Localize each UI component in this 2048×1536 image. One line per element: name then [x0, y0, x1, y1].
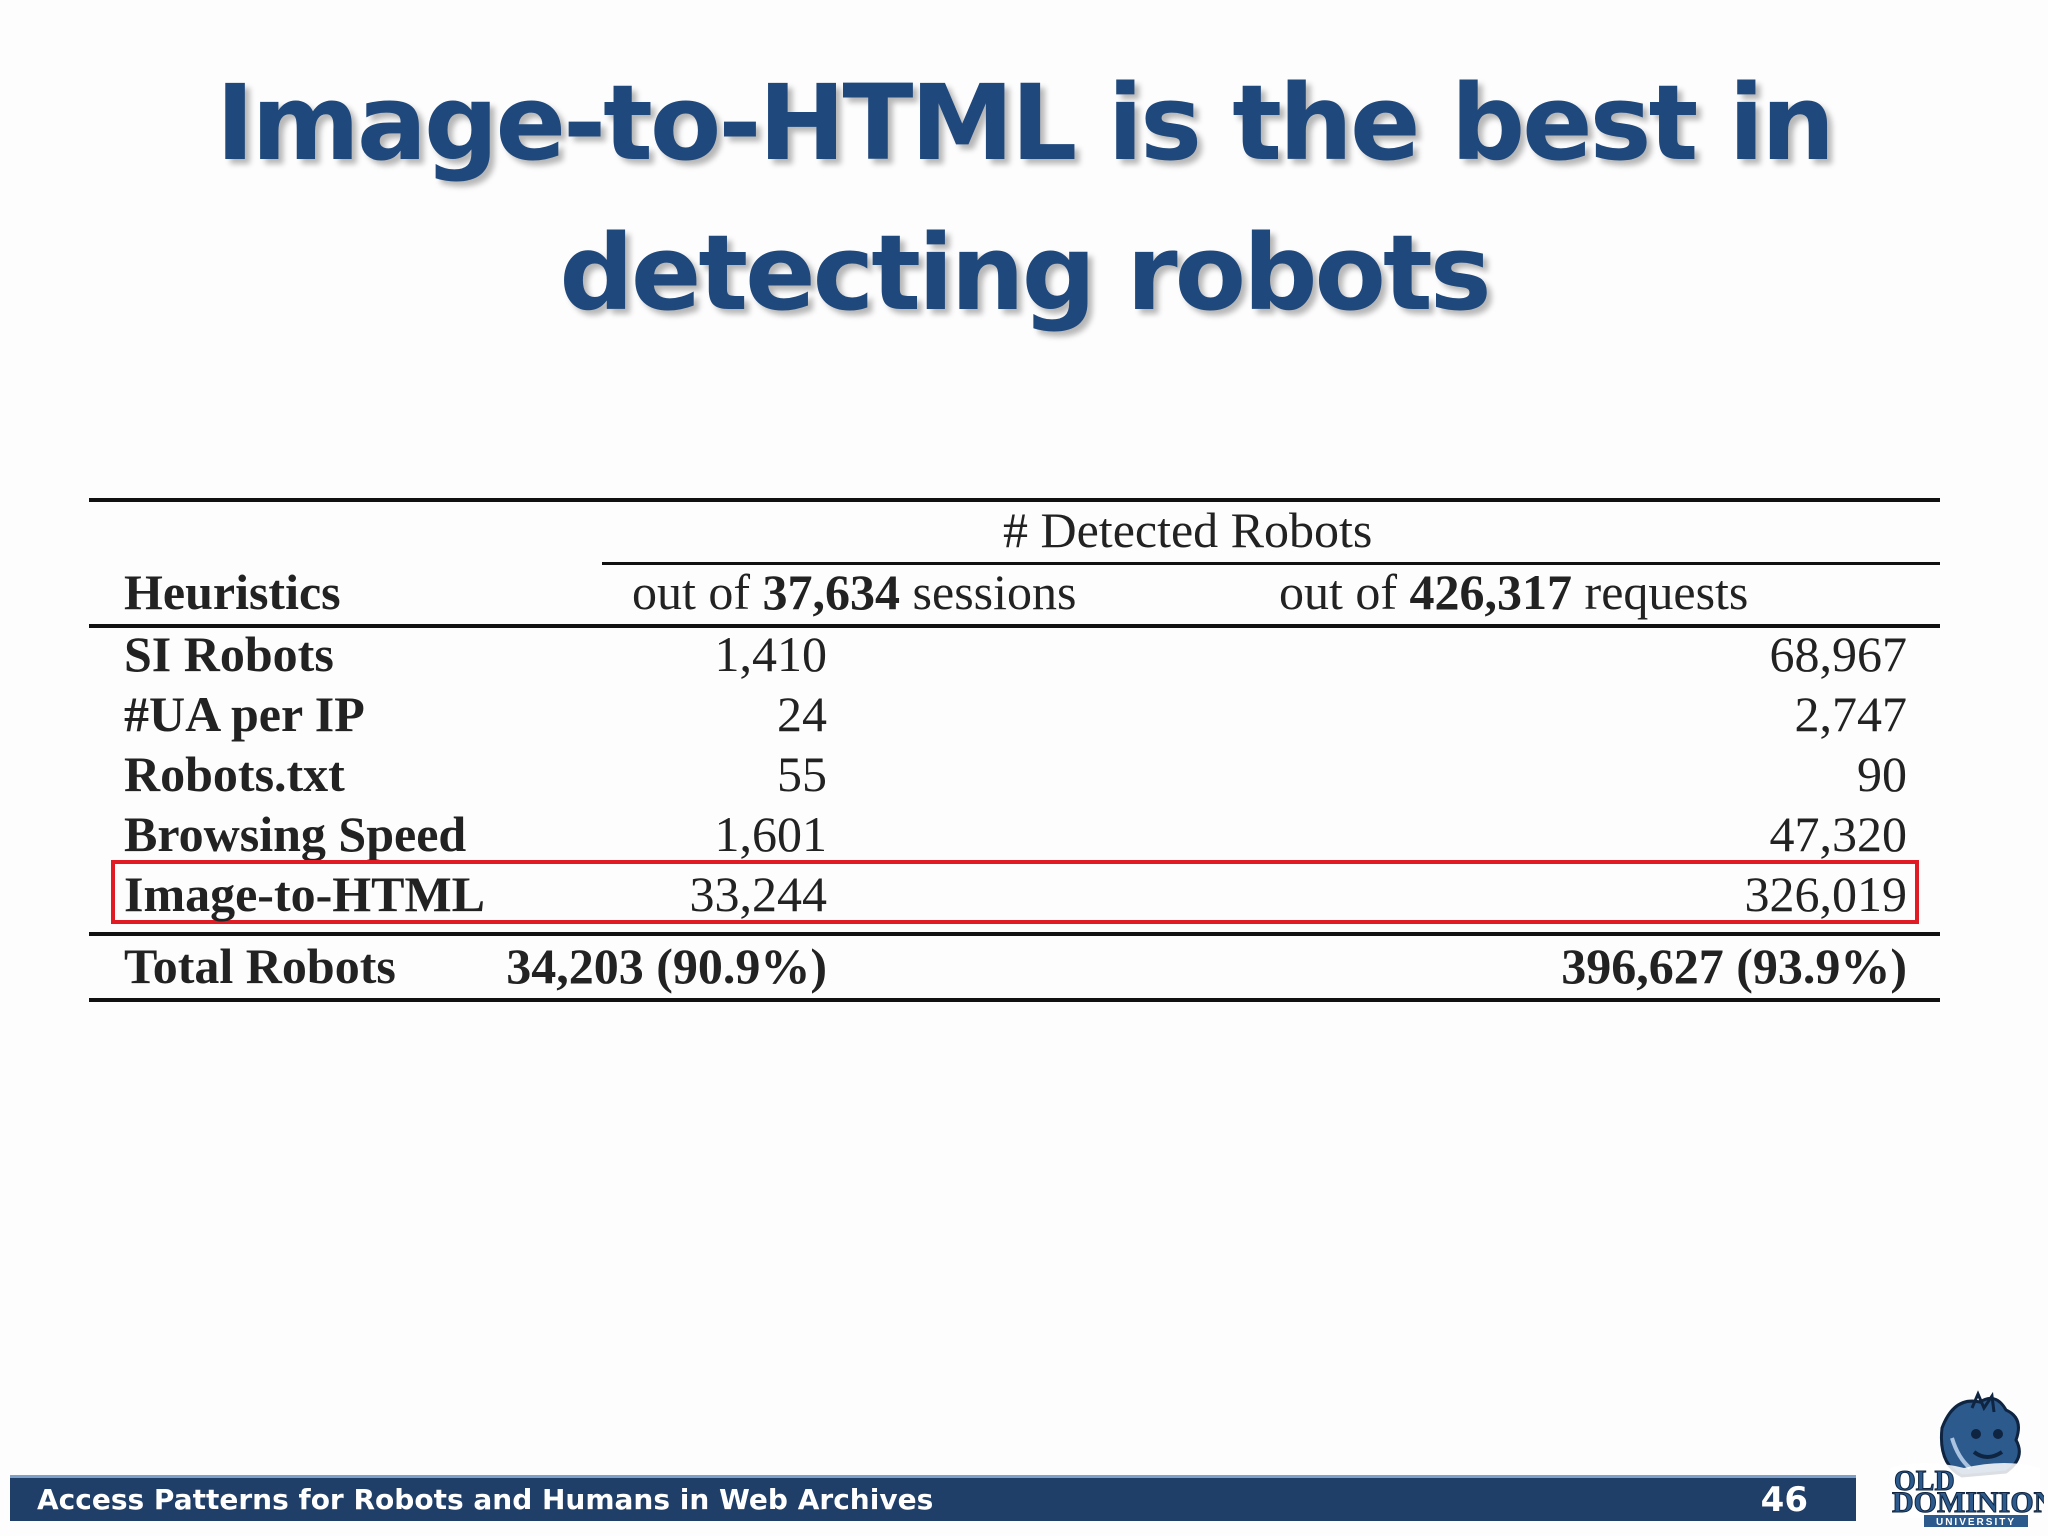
row-label: Robots.txt: [124, 746, 345, 802]
row-requests-value: 90: [1857, 746, 1907, 802]
row-label: Image-to-HTML: [124, 866, 486, 922]
header-bottom-rule: [89, 624, 1940, 628]
group-header: # Detected Robots: [1003, 502, 1373, 558]
row-requests-value: 326,019: [1744, 866, 1908, 922]
group-header-rule: [602, 562, 1940, 565]
highlight-box: [111, 860, 1919, 924]
row-sessions-value: 33,244: [689, 866, 828, 922]
old-dominion-monarch-logo-icon: OLD DOMINION UNIVERSITY: [1884, 1388, 2048, 1528]
total-label: Total Robots: [124, 938, 396, 994]
column-header-sessions: out of 37,634 sessions: [632, 564, 1077, 620]
total-top-rule: [89, 932, 1940, 936]
row-sessions-value: 24: [777, 686, 827, 742]
slide-title-line-1: Image-to-HTML is the best in: [215, 62, 1835, 184]
column-header-heuristics: Heuristics: [124, 564, 341, 620]
footer-text: Access Patterns for Robots and Humans in…: [37, 1483, 934, 1516]
page-number: 46: [1760, 1480, 1808, 1520]
row-requests-value: 68,967: [1769, 626, 1908, 682]
slide-title-line-2: detecting robots: [559, 212, 1491, 334]
table-top-rule: [89, 498, 1940, 502]
row-label: SI Robots: [124, 626, 334, 682]
row-sessions-value: 55: [777, 746, 827, 802]
column-header-requests: out of 426,317 requests: [1279, 564, 1749, 620]
footer-bar: Access Patterns for Robots and Humans in…: [10, 1475, 1856, 1521]
logo-text-university: UNIVERSITY: [1936, 1517, 2016, 1528]
row-label: #UA per IP: [124, 686, 365, 742]
total-requests-value: 396,627 (93.9%): [1561, 938, 1907, 994]
row-requests-value: 2,747: [1794, 686, 1908, 742]
table-bottom-rule: [89, 998, 1940, 1002]
logo-text-dominion: DOMINION: [1892, 1486, 2044, 1519]
row-sessions-value: 1,601: [714, 806, 828, 862]
slide-title: Image-to-HTML is the best in detecting r…: [0, 48, 2048, 348]
logo-text-old: OLD: [1894, 1466, 1955, 1497]
row-label: Browsing Speed: [124, 806, 467, 862]
row-sessions-value: 1,410: [714, 626, 828, 682]
row-requests-value: 47,320: [1769, 806, 1908, 862]
total-sessions-value: 34,203 (90.9%): [506, 938, 827, 994]
